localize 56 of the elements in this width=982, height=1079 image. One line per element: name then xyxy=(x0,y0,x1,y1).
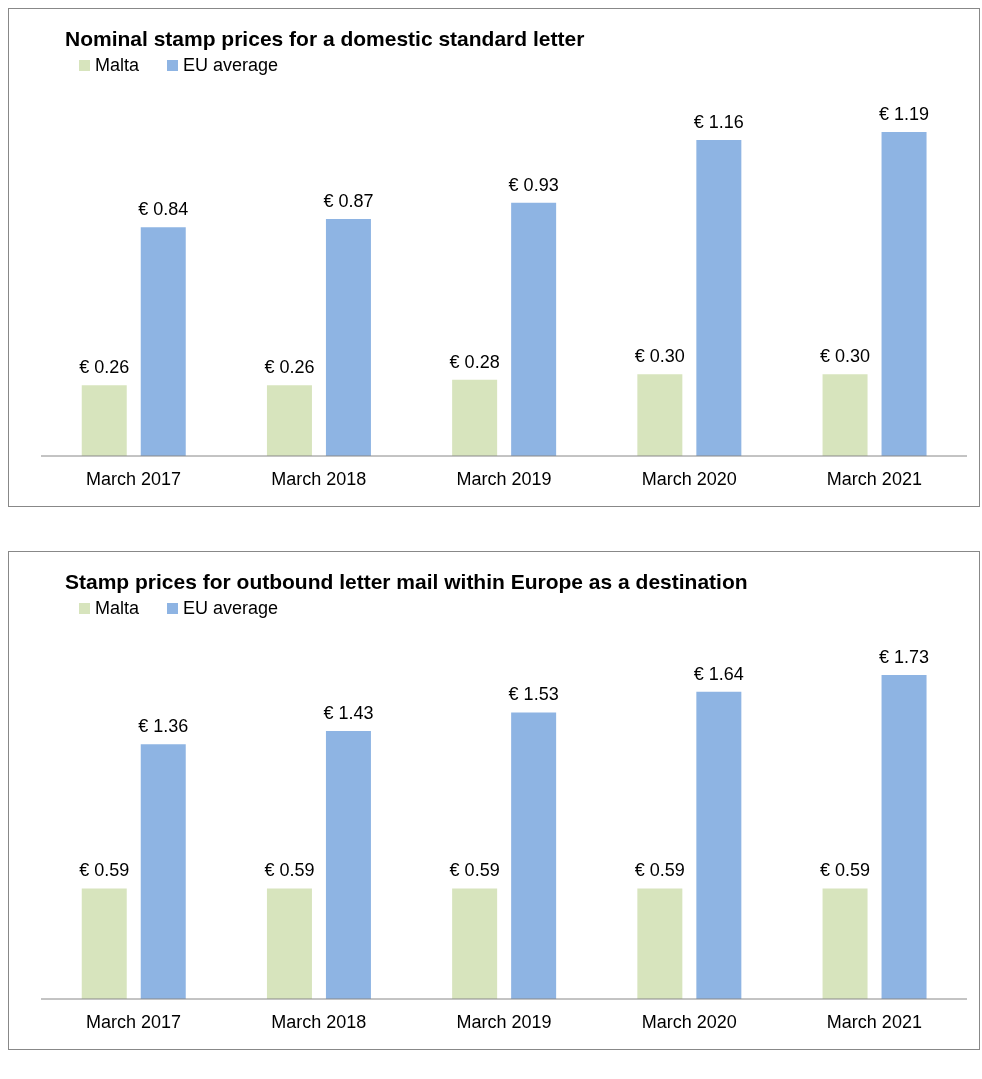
bar xyxy=(696,140,742,456)
data-label: € 0.26 xyxy=(264,357,315,378)
data-label: € 0.87 xyxy=(323,191,374,212)
x-tick-label: March 2017 xyxy=(86,468,182,489)
bar xyxy=(81,385,127,456)
data-label: € 0.93 xyxy=(508,174,559,195)
legend-label: EU average xyxy=(182,598,279,619)
data-label: € 0.59 xyxy=(79,860,130,881)
bar xyxy=(822,374,868,456)
bar xyxy=(140,744,186,999)
data-label: € 0.59 xyxy=(634,860,685,881)
chart-title: Stamp prices for outbound letter mail within Europe as a destination xyxy=(64,570,749,594)
x-tick-label: March 2020 xyxy=(641,468,737,489)
bar xyxy=(881,131,927,456)
data-label: € 0.59 xyxy=(264,860,315,881)
data-label: € 1.43 xyxy=(323,703,374,724)
legend-label: Malta xyxy=(94,598,140,619)
bar xyxy=(511,712,557,999)
bar xyxy=(881,674,927,999)
data-label: € 1.64 xyxy=(693,663,744,684)
x-tick-label: March 2018 xyxy=(271,1011,367,1032)
data-label: € 1.73 xyxy=(879,646,930,667)
data-label: € 0.59 xyxy=(449,860,500,881)
bar xyxy=(266,385,312,456)
data-label: € 1.16 xyxy=(693,112,744,133)
data-label: € 0.30 xyxy=(634,346,685,367)
data-label: € 0.26 xyxy=(79,357,130,378)
bar xyxy=(637,888,683,999)
data-label: € 0.84 xyxy=(138,199,189,220)
x-tick-label: March 2018 xyxy=(271,468,367,489)
x-tick-label: March 2021 xyxy=(826,468,922,489)
x-tick-label: March 2017 xyxy=(86,1011,182,1032)
data-label: € 0.30 xyxy=(820,346,871,367)
bar xyxy=(452,379,498,456)
x-tick-label: March 2019 xyxy=(456,1011,552,1032)
bar xyxy=(325,219,371,456)
bar xyxy=(822,888,868,999)
data-label: € 1.19 xyxy=(879,103,930,124)
bar xyxy=(452,888,498,999)
bar xyxy=(140,227,186,456)
data-label: € 0.59 xyxy=(820,860,871,881)
bar xyxy=(266,888,312,999)
legend-label: EU average xyxy=(182,55,279,76)
bar xyxy=(696,691,742,999)
data-label: € 1.53 xyxy=(508,684,559,705)
x-tick-label: March 2020 xyxy=(641,1011,737,1032)
bar xyxy=(81,888,127,999)
x-tick-label: March 2019 xyxy=(456,468,552,489)
bar xyxy=(637,374,683,456)
chart-title: Nominal stamp prices for a domestic standard letter xyxy=(64,27,586,51)
bar xyxy=(325,731,371,999)
bar xyxy=(511,202,557,456)
data-label: € 0.28 xyxy=(449,351,500,372)
legend-label: Malta xyxy=(94,55,140,76)
x-tick-label: March 2021 xyxy=(826,1011,922,1032)
data-label: € 1.36 xyxy=(138,716,189,737)
